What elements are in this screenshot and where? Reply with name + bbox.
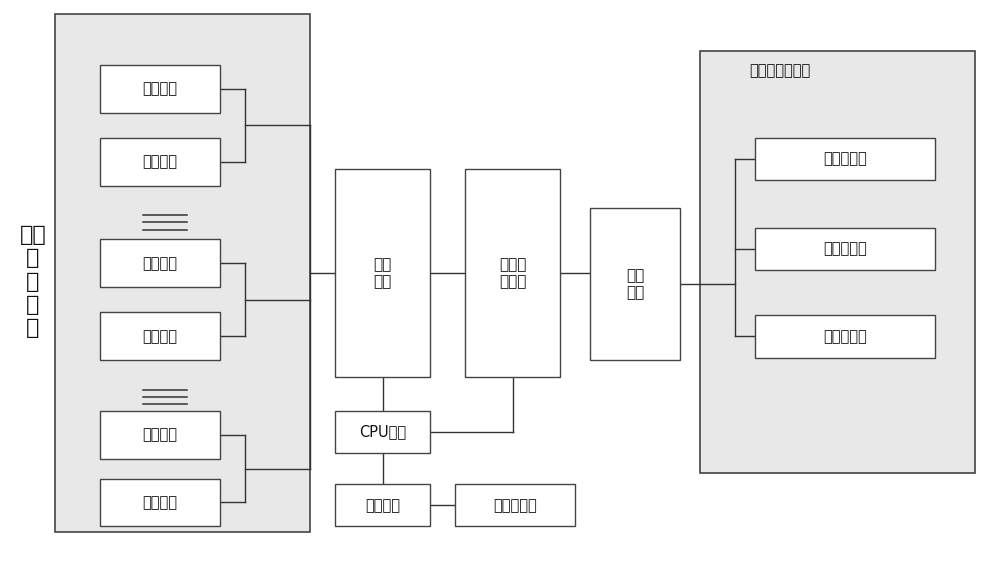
- FancyBboxPatch shape: [455, 484, 575, 526]
- Text: 液压机状态: 液压机状态: [823, 329, 867, 344]
- Text: 液压
机
监
控
端: 液压 机 监 控 端: [20, 225, 46, 338]
- FancyBboxPatch shape: [335, 169, 430, 377]
- Text: 液压机型号: 液压机型号: [823, 151, 867, 167]
- FancyBboxPatch shape: [700, 51, 975, 473]
- Text: 状态监控: 状态监控: [143, 329, 178, 344]
- Text: 状态监控: 状态监控: [143, 495, 178, 510]
- Text: 发送报
文模块: 发送报 文模块: [499, 257, 526, 289]
- Text: 远程信息化平台: 远程信息化平台: [749, 63, 811, 78]
- Text: 液压机信号: 液压机信号: [823, 242, 867, 257]
- FancyBboxPatch shape: [590, 208, 680, 360]
- FancyBboxPatch shape: [100, 138, 220, 186]
- Text: 输入
模块: 输入 模块: [373, 257, 392, 289]
- Text: 状态监控: 状态监控: [143, 154, 178, 169]
- Text: 输出模块: 输出模块: [365, 498, 400, 513]
- FancyBboxPatch shape: [755, 315, 935, 358]
- FancyBboxPatch shape: [55, 14, 310, 532]
- FancyBboxPatch shape: [755, 138, 935, 180]
- FancyBboxPatch shape: [100, 312, 220, 360]
- Text: 液压机动作: 液压机动作: [493, 498, 537, 513]
- Text: 通讯
网络: 通讯 网络: [626, 268, 644, 301]
- FancyBboxPatch shape: [755, 228, 935, 270]
- FancyBboxPatch shape: [465, 169, 560, 377]
- Text: 信号采集: 信号采集: [143, 427, 178, 443]
- FancyBboxPatch shape: [100, 239, 220, 287]
- FancyBboxPatch shape: [100, 479, 220, 526]
- Text: 信号采集: 信号采集: [143, 81, 178, 96]
- FancyBboxPatch shape: [335, 411, 430, 453]
- Text: CPU模块: CPU模块: [359, 425, 406, 440]
- Text: 信号采集: 信号采集: [143, 256, 178, 271]
- FancyBboxPatch shape: [100, 411, 220, 459]
- FancyBboxPatch shape: [335, 484, 430, 526]
- FancyBboxPatch shape: [100, 65, 220, 113]
